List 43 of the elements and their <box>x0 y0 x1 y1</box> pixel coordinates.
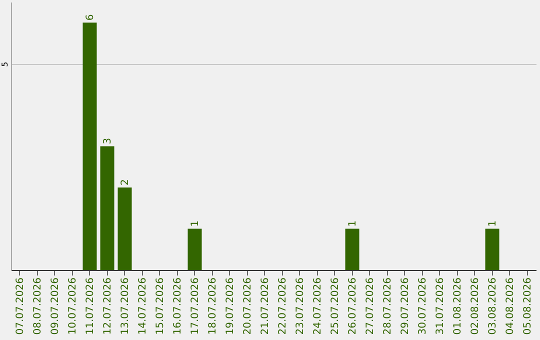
x-tick-label: 15.07.2026 <box>154 278 166 335</box>
x-tick-label: 27.07.2026 <box>364 278 376 335</box>
x-tick-label: 28.07.2026 <box>382 278 394 335</box>
bar <box>100 146 114 270</box>
x-tick-label: 03.08.2026 <box>487 278 498 335</box>
data-label: 6 <box>84 14 96 21</box>
x-tick-label: 25.07.2026 <box>330 278 341 335</box>
x-tick-label: 19.07.2026 <box>224 278 236 335</box>
x-tick-label: 04.08.2026 <box>504 278 516 335</box>
data-label: 3 <box>102 138 114 144</box>
x-tick-label: 23.07.2026 <box>294 278 306 335</box>
bar <box>82 22 97 270</box>
x-tick-label: 08.07.2026 <box>32 278 44 335</box>
x-tick-label: 07.07.2026 <box>14 278 26 335</box>
x-tick-label: 30.07.2026 <box>417 278 428 335</box>
data-label: 1 <box>347 220 358 227</box>
data-label: 1 <box>190 220 201 227</box>
x-tick-label: 17.07.2026 <box>190 278 201 335</box>
bar <box>345 228 360 270</box>
x-tick-label: 12.07.2026 <box>102 278 114 335</box>
x-tick-label: 22.07.2026 <box>277 278 288 335</box>
x-tick-label: 01.08.2026 <box>452 278 464 335</box>
x-tick-label: 26.07.2026 <box>347 278 358 335</box>
x-tick-label: 11.07.2026 <box>84 278 96 335</box>
x-tick-label: 14.07.2026 <box>137 278 148 335</box>
y-tick-label: 5 <box>0 62 10 67</box>
x-tick-label: 24.07.2026 <box>312 278 324 335</box>
x-tick-label: 31.07.2026 <box>434 278 446 335</box>
bar <box>188 228 202 270</box>
bar <box>485 228 500 270</box>
data-label: 2 <box>120 179 131 186</box>
x-tick-label: 21.07.2026 <box>260 278 271 335</box>
data-label: 1 <box>487 220 498 227</box>
x-tick-label: 20.07.2026 <box>242 278 254 335</box>
x-tick-label: 10.07.2026 <box>67 278 78 335</box>
x-tick-label: 18.07.2026 <box>207 278 218 335</box>
x-tick-label: 16.07.2026 <box>172 278 184 335</box>
x-tick-label: 05.08.2026 <box>522 278 534 335</box>
x-tick-label: 13.07.2026 <box>120 278 131 335</box>
x-tick-label: 02.08.2026 <box>470 278 481 335</box>
x-tick-label: 09.07.2026 <box>50 278 61 335</box>
x-tick-label: 29.07.2026 <box>400 278 411 335</box>
bar <box>118 188 132 270</box>
